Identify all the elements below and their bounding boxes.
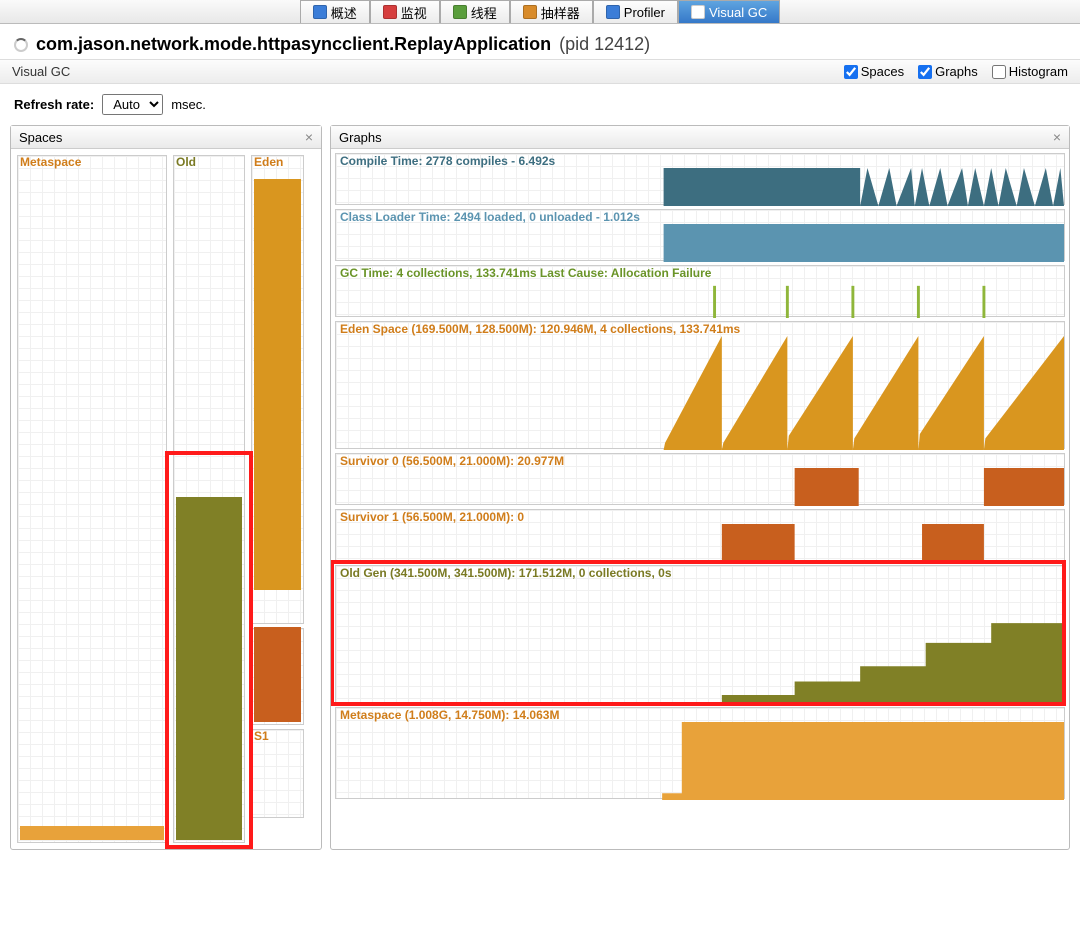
view-title: Visual GC [12, 64, 70, 79]
space-fill [176, 497, 242, 840]
graphs-title: Graphs [339, 130, 382, 145]
space-label: Metaspace [20, 155, 81, 169]
graph-title: Compile Time: 2778 compiles - 6.492s [340, 154, 555, 168]
graph-svg [336, 524, 1064, 562]
tab-icon [453, 5, 467, 19]
tab-icon [606, 5, 620, 19]
graph-compile: Compile Time: 2778 compiles - 6.492s [335, 153, 1065, 205]
graph-title: Survivor 0 (56.500M, 21.000M): 20.977M [340, 454, 564, 468]
space-fill [254, 179, 301, 590]
graph-title: Eden Space (169.500M, 128.500M): 120.946… [340, 322, 740, 336]
graph-svg [336, 722, 1064, 800]
space-label: Old [176, 155, 196, 169]
app-title: com.jason.network.mode.httpasyncclient.R… [36, 34, 551, 55]
space-col-old: Old [173, 155, 245, 843]
graph-title: Old Gen (341.500M, 341.500M): 171.512M, … [340, 566, 672, 580]
graph-title: GC Time: 4 collections, 133.741ms Last C… [340, 266, 711, 280]
top-tabs: 概述监视线程抽样器ProfilerVisual GC [0, 0, 1080, 24]
graph-loader: Class Loader Time: 2494 loaded, 0 unload… [335, 209, 1065, 261]
graph-svg [336, 224, 1064, 262]
checkbox-graphs[interactable]: Graphs [918, 64, 978, 79]
refresh-select[interactable]: Auto [102, 94, 163, 115]
app-header: com.jason.network.mode.httpasyncclient.R… [0, 24, 1080, 59]
tab-线程[interactable]: 线程 [440, 0, 510, 23]
close-icon[interactable]: × [305, 129, 313, 145]
tab-icon [523, 5, 537, 19]
spaces-panel: Spaces × Metaspace Old EdenS0S1 [10, 125, 322, 850]
tab-抽样器[interactable]: 抽样器 [510, 0, 593, 23]
graph-title: Survivor 1 (56.500M, 21.000M): 0 [340, 510, 524, 524]
space-fill [254, 627, 301, 722]
graph-eden: Eden Space (169.500M, 128.500M): 120.946… [335, 321, 1065, 449]
space-col-metaspace: Metaspace [17, 155, 167, 843]
graph-oldgen: Old Gen (341.500M, 341.500M): 171.512M, … [335, 565, 1065, 703]
graph-svg [336, 280, 1064, 318]
graph-s1: Survivor 1 (56.500M, 21.000M): 0 [335, 509, 1065, 561]
refresh-row: Refresh rate: Auto msec. [0, 84, 1080, 125]
view-toolbar: Visual GC Spaces Graphs Histogram [0, 59, 1080, 84]
space-col-eden: EdenS0S1 [251, 155, 304, 843]
app-pid: (pid 12412) [559, 34, 650, 55]
graph-s0: Survivor 0 (56.500M, 21.000M): 20.977M [335, 453, 1065, 505]
graph-title: Class Loader Time: 2494 loaded, 0 unload… [340, 210, 640, 224]
loading-spinner-icon [14, 38, 28, 52]
refresh-unit: msec. [171, 97, 206, 112]
close-icon[interactable]: × [1053, 129, 1061, 145]
graphs-panel: Graphs × Compile Time: 2778 compiles - 6.… [330, 125, 1070, 850]
tab-icon [383, 5, 397, 19]
space-fill [20, 826, 164, 840]
space-label: S1 [254, 729, 269, 743]
graph-gc: GC Time: 4 collections, 133.741ms Last C… [335, 265, 1065, 317]
refresh-label: Refresh rate: [14, 97, 94, 112]
tab-profiler[interactable]: Profiler [593, 0, 678, 23]
checkbox-histogram[interactable]: Histogram [992, 64, 1068, 79]
checkbox-spaces[interactable]: Spaces [844, 64, 904, 79]
graph-svg [336, 336, 1064, 450]
tab-visual-gc[interactable]: Visual GC [678, 0, 780, 23]
graph-svg [336, 168, 1064, 206]
spaces-title: Spaces [19, 130, 62, 145]
tab-概述[interactable]: 概述 [300, 0, 370, 23]
space-label: Eden [254, 155, 283, 169]
tab-icon [313, 5, 327, 19]
tab-监视[interactable]: 监视 [370, 0, 440, 23]
tab-icon [691, 5, 705, 19]
graph-svg [336, 580, 1064, 704]
graph-title: Metaspace (1.008G, 14.750M): 14.063M [340, 708, 559, 722]
graph-svg [336, 468, 1064, 506]
graph-meta: Metaspace (1.008G, 14.750M): 14.063M [335, 707, 1065, 799]
